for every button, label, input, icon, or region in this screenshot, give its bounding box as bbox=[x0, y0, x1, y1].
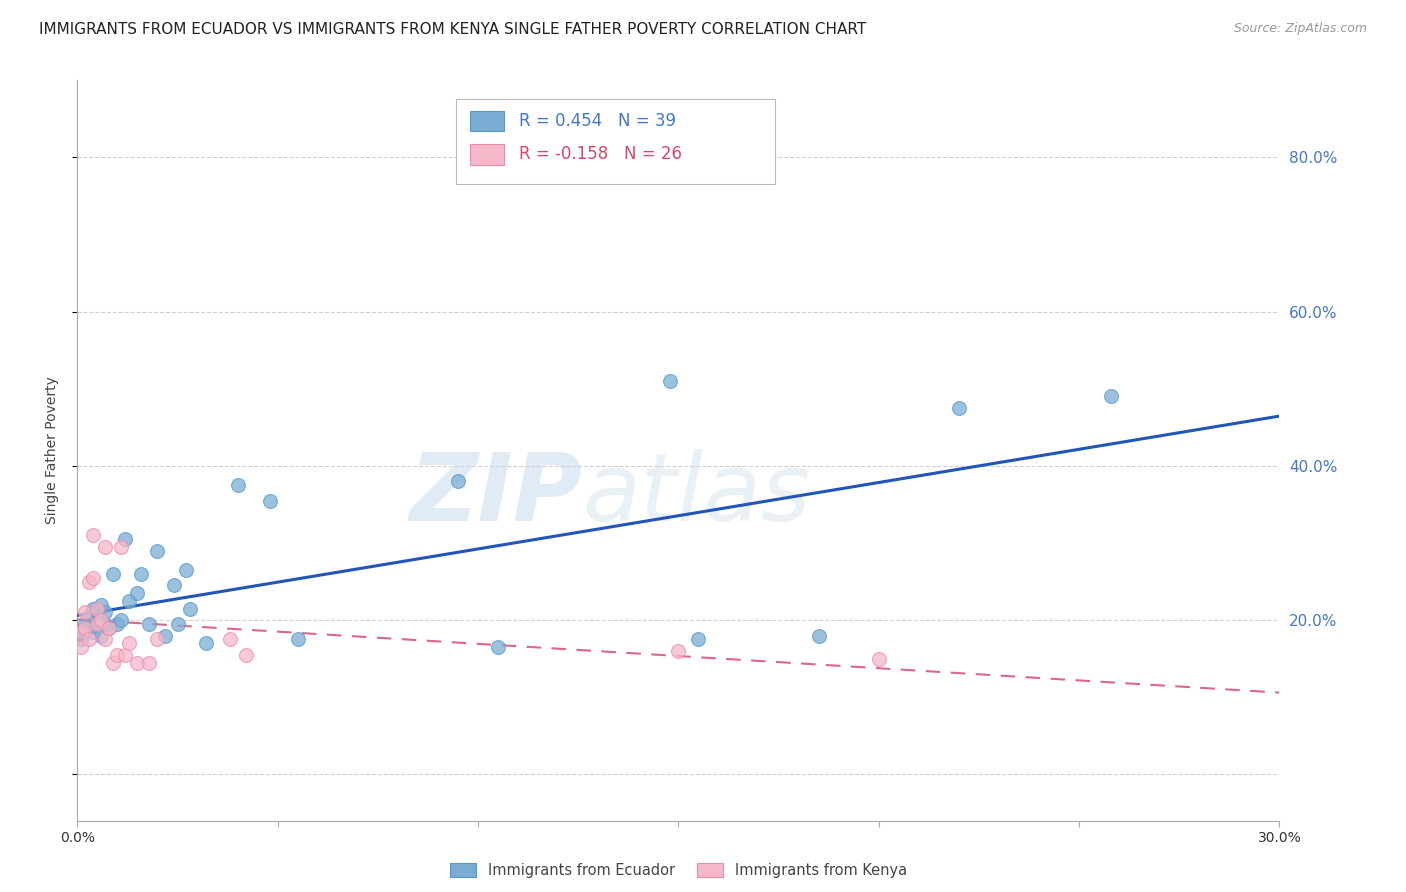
Point bbox=[75, 606, 97, 620]
Point bbox=[1099, 389, 1122, 403]
Point bbox=[70, 624, 93, 639]
Point bbox=[218, 632, 240, 647]
Point bbox=[75, 617, 97, 632]
Point bbox=[94, 617, 117, 632]
Point bbox=[90, 598, 112, 612]
Point bbox=[94, 606, 117, 620]
Point bbox=[75, 621, 97, 635]
FancyBboxPatch shape bbox=[471, 111, 505, 131]
Point bbox=[86, 617, 108, 632]
Point bbox=[118, 636, 141, 650]
Point bbox=[70, 640, 93, 654]
Point bbox=[79, 609, 101, 624]
Point bbox=[86, 601, 108, 615]
Point bbox=[114, 648, 136, 662]
Point bbox=[82, 601, 104, 615]
Point bbox=[138, 617, 160, 632]
Point bbox=[146, 632, 169, 647]
Point bbox=[114, 532, 136, 546]
Point bbox=[179, 601, 201, 615]
Point bbox=[103, 566, 125, 581]
Point bbox=[86, 617, 108, 632]
Y-axis label: Single Father Poverty: Single Father Poverty bbox=[45, 376, 59, 524]
Point bbox=[82, 528, 104, 542]
Point bbox=[110, 540, 132, 554]
Point bbox=[110, 613, 132, 627]
Point bbox=[127, 656, 149, 670]
FancyBboxPatch shape bbox=[471, 144, 505, 165]
Point bbox=[138, 656, 160, 670]
Text: R = 0.454   N = 39: R = 0.454 N = 39 bbox=[519, 112, 675, 130]
Legend: Immigrants from Ecuador, Immigrants from Kenya: Immigrants from Ecuador, Immigrants from… bbox=[444, 857, 912, 884]
Point bbox=[235, 648, 257, 662]
Point bbox=[127, 586, 149, 600]
Point bbox=[659, 374, 682, 388]
Point bbox=[688, 632, 710, 647]
Point bbox=[90, 629, 112, 643]
Point bbox=[94, 632, 117, 647]
Point bbox=[948, 401, 970, 415]
Point bbox=[174, 563, 197, 577]
Point bbox=[103, 656, 125, 670]
Point bbox=[70, 632, 93, 647]
Point bbox=[82, 624, 104, 639]
Point bbox=[94, 540, 117, 554]
Point bbox=[79, 621, 101, 635]
Text: Source: ZipAtlas.com: Source: ZipAtlas.com bbox=[1233, 22, 1367, 36]
Point bbox=[194, 636, 217, 650]
FancyBboxPatch shape bbox=[456, 99, 775, 184]
Point bbox=[86, 606, 108, 620]
Point bbox=[98, 621, 121, 635]
Point bbox=[155, 629, 177, 643]
Point bbox=[162, 578, 184, 592]
Point bbox=[98, 621, 121, 635]
Text: IMMIGRANTS FROM ECUADOR VS IMMIGRANTS FROM KENYA SINGLE FATHER POVERTY CORRELATI: IMMIGRANTS FROM ECUADOR VS IMMIGRANTS FR… bbox=[39, 22, 866, 37]
Point bbox=[259, 493, 281, 508]
Point bbox=[90, 613, 112, 627]
Point bbox=[79, 632, 101, 647]
Text: ZIP: ZIP bbox=[409, 449, 582, 541]
Text: atlas: atlas bbox=[582, 450, 810, 541]
Point bbox=[107, 648, 129, 662]
Point bbox=[107, 617, 129, 632]
Point bbox=[146, 543, 169, 558]
Point bbox=[118, 594, 141, 608]
Point bbox=[486, 640, 509, 654]
Point bbox=[131, 566, 153, 581]
Point bbox=[82, 571, 104, 585]
Point bbox=[668, 644, 690, 658]
Point bbox=[447, 475, 470, 489]
Point bbox=[75, 624, 97, 639]
Point bbox=[226, 478, 249, 492]
Point bbox=[79, 574, 101, 589]
Point bbox=[807, 629, 830, 643]
Text: R = -0.158   N = 26: R = -0.158 N = 26 bbox=[519, 145, 682, 163]
Point bbox=[166, 617, 188, 632]
Point bbox=[287, 632, 309, 647]
Point bbox=[868, 651, 890, 665]
